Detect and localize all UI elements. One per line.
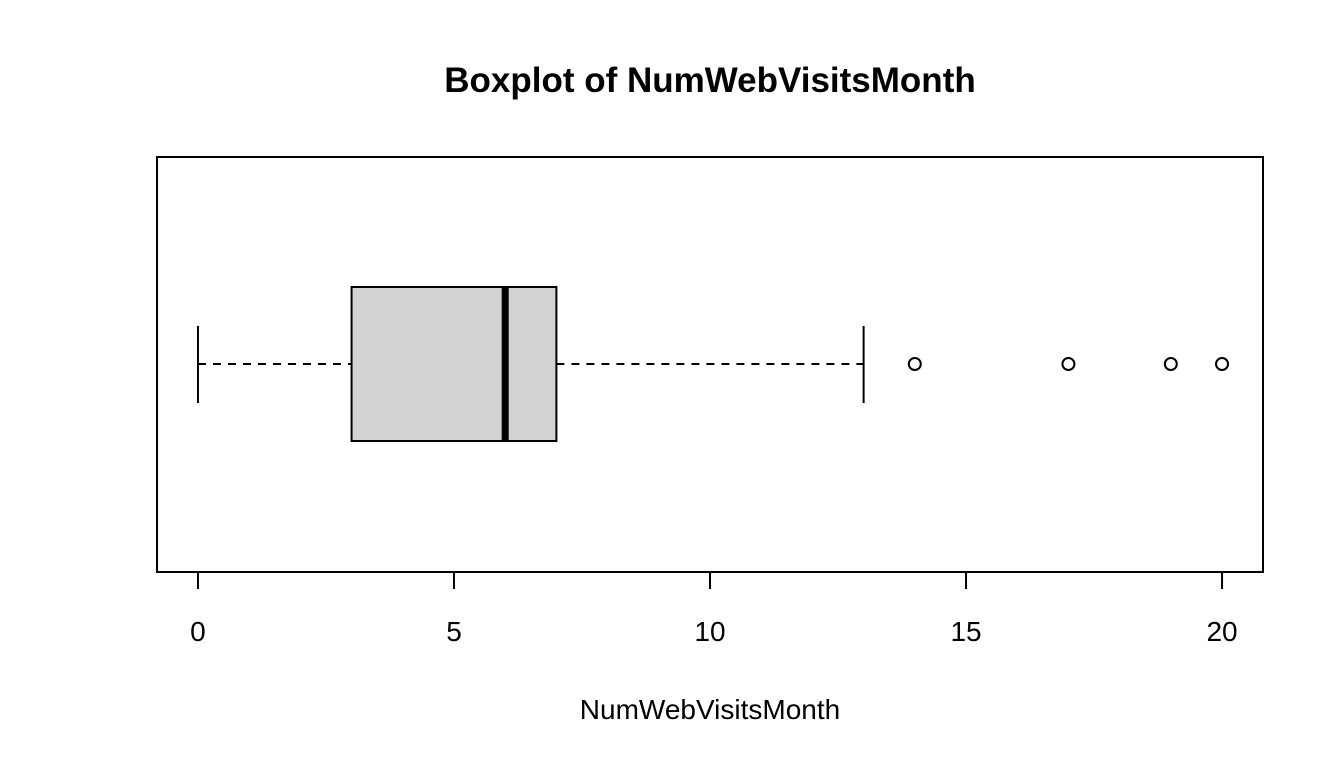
iqr-box (350, 286, 558, 442)
x-tick-label: 20 (1206, 616, 1237, 647)
x-axis: 0 5 10 15 20 (190, 571, 1238, 647)
x-tick-label: 10 (694, 616, 725, 647)
x-tick-label: 15 (950, 616, 981, 647)
outlier-point (1163, 357, 1178, 371)
x-tick-label: 0 (190, 616, 206, 647)
x-tick-label: 5 (446, 616, 462, 647)
outlier-point (1215, 357, 1230, 371)
box-group (196, 286, 1230, 442)
chart-title: Boxplot of NumWebVisitsMonth (444, 61, 975, 100)
outlier-point (907, 357, 922, 371)
x-axis-label: NumWebVisitsMonth (580, 694, 840, 725)
outlier-point (1061, 357, 1076, 371)
